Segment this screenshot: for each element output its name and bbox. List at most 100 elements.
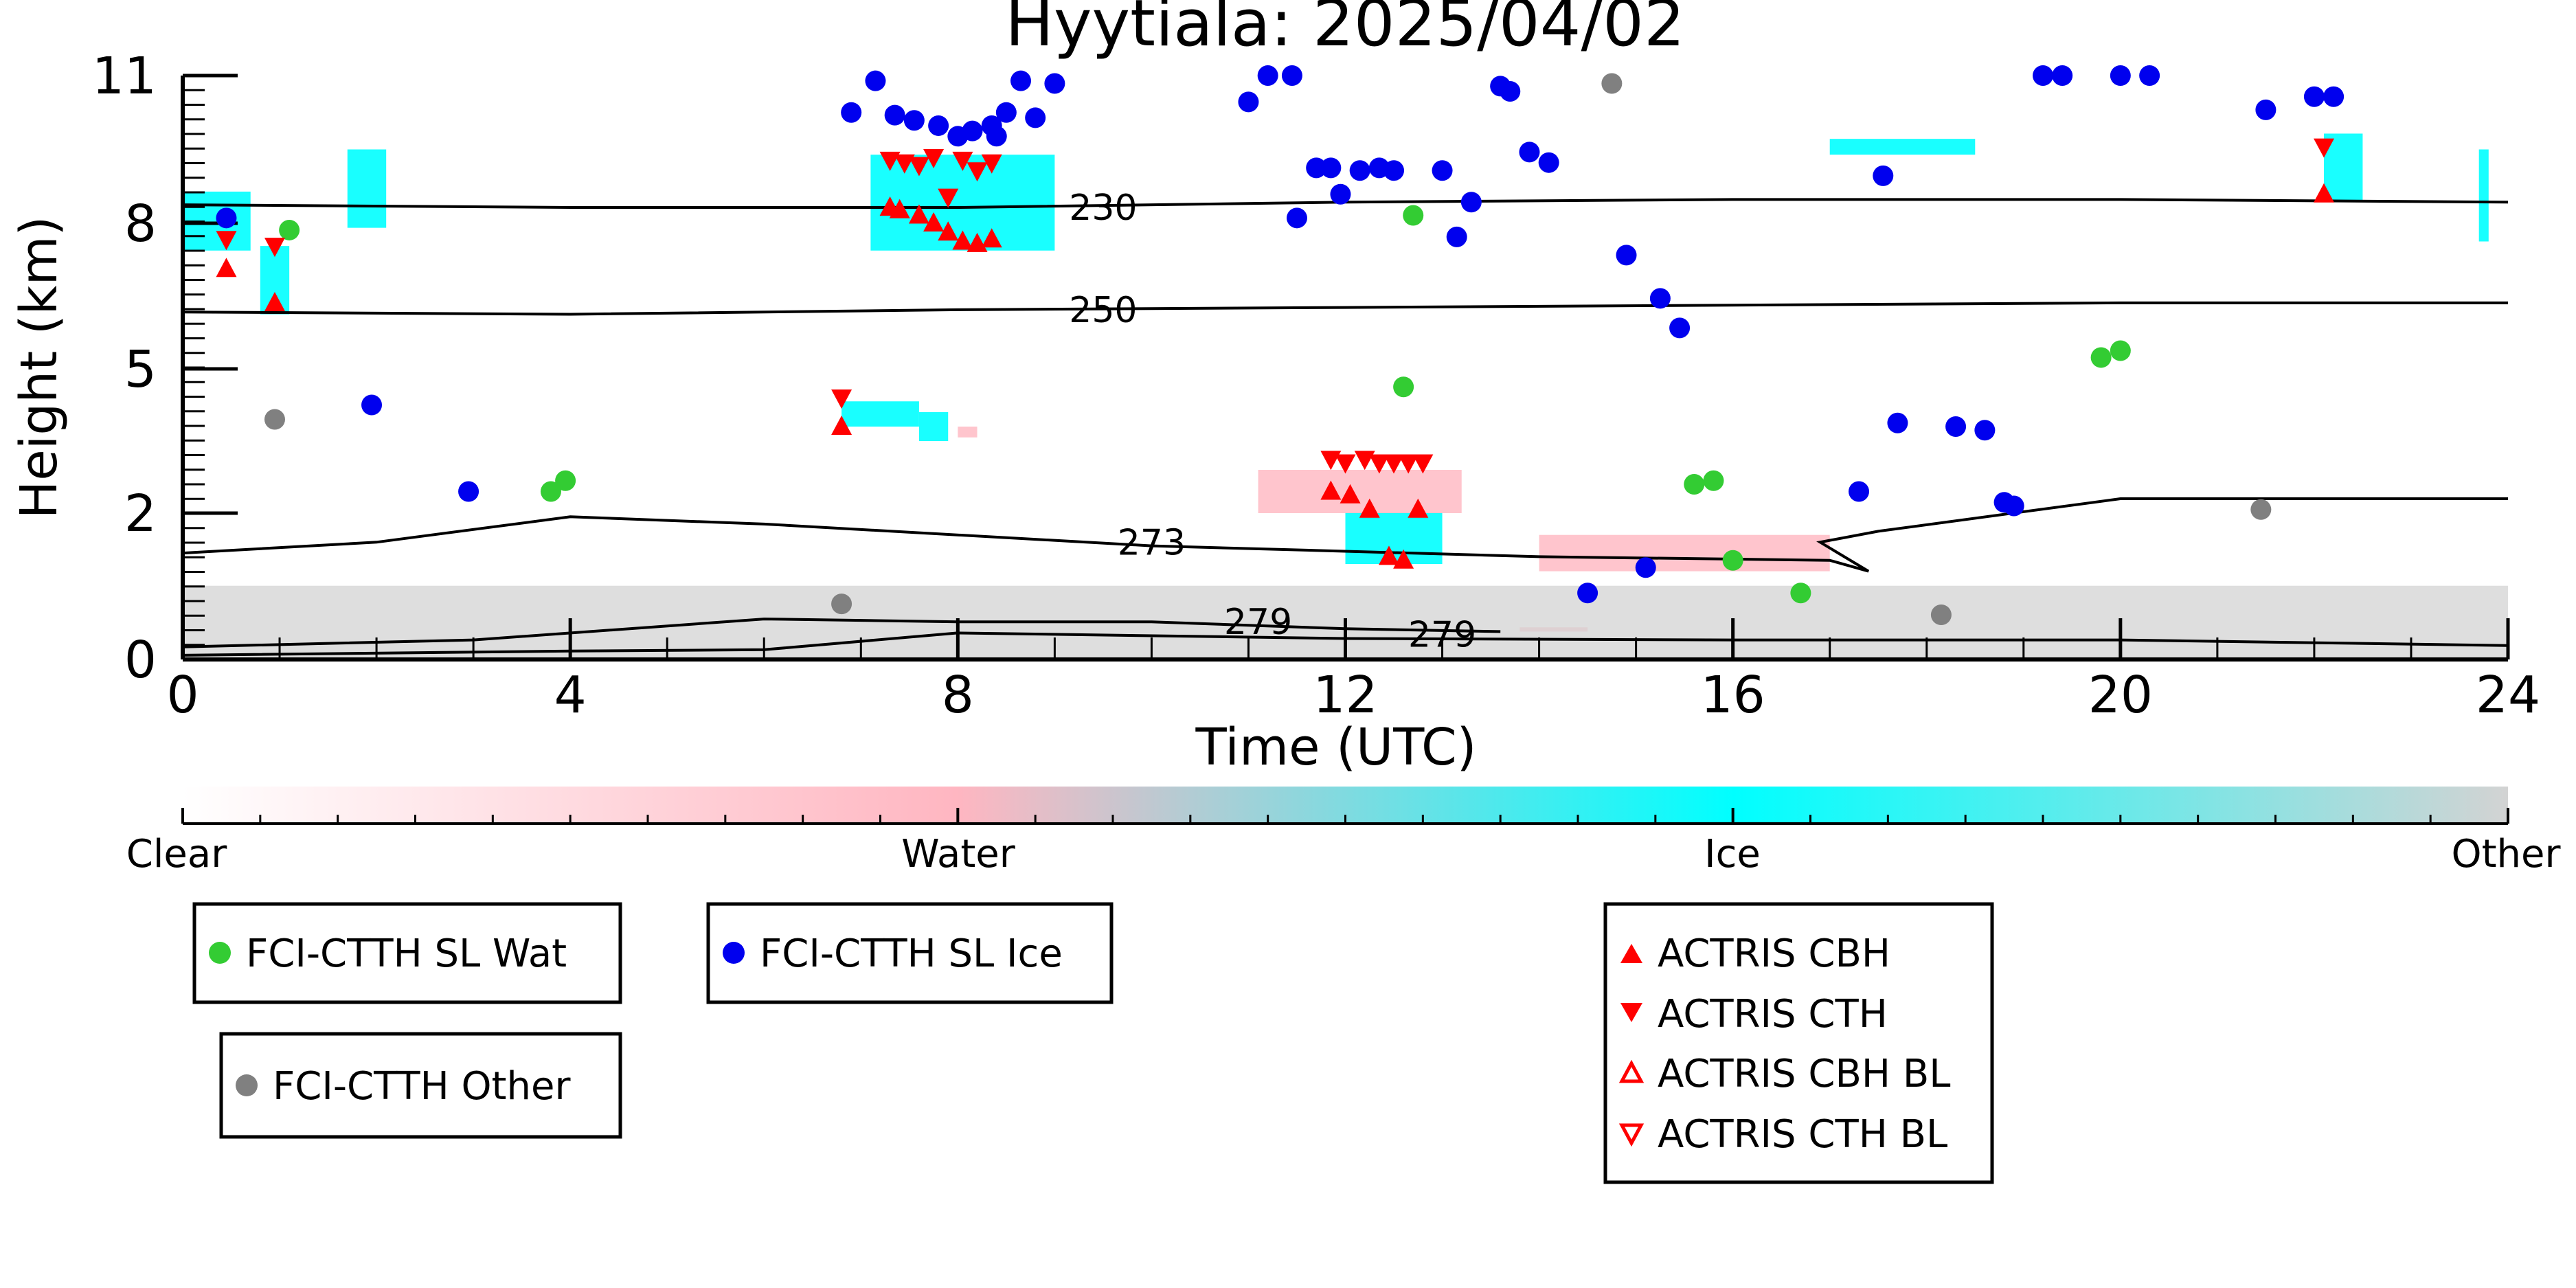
legend-marker-ice (723, 942, 745, 964)
contour-label-230: 230 (1069, 188, 1137, 229)
point-actris-cbh (908, 204, 929, 224)
legend-ice: FCI-CTTH SL Ice (706, 902, 1114, 1004)
point-fci-ctth-sl-ice (1320, 157, 1342, 179)
point-actris-cth (264, 238, 285, 258)
legend-marker-cbh-bl (1618, 1059, 1645, 1083)
point-fci-ctth-sl-ice (1025, 107, 1046, 128)
point-fci-ctth-sl-ice (1306, 157, 1327, 179)
point-actris-cbh (1340, 484, 1361, 504)
cloud-region-water (1258, 470, 1462, 513)
x-tick-label: 16 (1701, 666, 1765, 725)
legend-marker-wat (209, 942, 231, 964)
chart-title: Hyytiala: 2025/04/02 (1005, 0, 1685, 61)
point-fci-ctth-sl-wat (540, 481, 561, 502)
point-fci-ctth-sl-ice (1669, 317, 1691, 339)
point-fci-ctth-sl-ice (458, 481, 479, 502)
cloud-region-water (958, 427, 978, 438)
legend-other: FCI-CTTH Other (219, 1032, 622, 1139)
legend-label-other: FCI-CTTH Other (273, 1064, 571, 1109)
point-actris-cbh (1359, 498, 1380, 518)
point-fci-ctth-sl-ice (1616, 245, 1637, 266)
colorbar: Clear Water Ice Other (126, 787, 2561, 877)
contour-label-250: 250 (1069, 290, 1137, 331)
point-fci-ctth-sl-ice (1281, 65, 1302, 86)
point-fci-ctth-sl-wat (1393, 376, 1414, 398)
point-fci-ctth-sl-ice (928, 115, 949, 136)
point-fci-ctth-sl-wat (555, 470, 576, 491)
point-actris-cth (216, 231, 237, 251)
point-fci-ctth-sl-ice (2139, 65, 2160, 86)
point-fci-ctth-sl-ice (1519, 142, 1540, 163)
point-actris-cth (1398, 454, 1419, 474)
point-actris-cth (1412, 454, 1434, 474)
point-fci-ctth-sl-ice (1383, 160, 1405, 181)
point-fci-ctth-sl-ice (1873, 165, 1894, 186)
contour-line-279 (182, 631, 2509, 657)
y-tick-label: 5 (124, 340, 157, 399)
point-actris-cbh (889, 199, 910, 218)
legend-label-wat: FCI-CTTH SL Wat (246, 931, 567, 976)
point-actris-cbh (1393, 549, 1414, 569)
y-tick-label: 0 (124, 631, 157, 690)
point-actris-cbh (923, 212, 945, 231)
colorbar-label-clear: Clear (126, 832, 227, 877)
point-fci-ctth-sl-ice (1887, 412, 1908, 433)
point-fci-ctth-sl-ice (361, 394, 383, 416)
legend-marker-cbh (1620, 944, 1642, 963)
point-fci-ctth-other (831, 594, 852, 615)
legend-label-cbh: ACTRIS CBH (1658, 931, 1890, 976)
point-fci-ctth-sl-ice (1635, 557, 1656, 578)
point-actris-cth (1383, 454, 1405, 474)
point-actris-cth (894, 154, 915, 174)
point-fci-ctth-sl-wat (279, 219, 300, 240)
legend-label-ice: FCI-CTTH SL Ice (760, 931, 1063, 976)
contour-line-250 (182, 301, 2508, 316)
cloud-region-ice (2478, 149, 2489, 242)
legend-marker-cth-bl (1618, 1123, 1645, 1147)
point-fci-ctth-sl-ice (884, 104, 905, 126)
point-fci-ctth-sl-ice (1460, 192, 1482, 213)
x-axis-label: Time (UTC) (1195, 718, 1476, 777)
colorbar-label-water: Water (901, 832, 1016, 877)
point-actris-cth (879, 151, 901, 171)
point-fci-ctth-sl-wat (1703, 470, 1724, 491)
legend-label-cbh-bl: ACTRIS CBH BL (1658, 1052, 1950, 1096)
point-fci-ctth-sl-ice (1649, 288, 1671, 309)
axes: 0 4 8 12 16 20 24 0 2 5 8 11 (92, 47, 2540, 725)
cloud-region-ice (1829, 139, 1976, 155)
cloud-region-water (1539, 534, 1830, 572)
cloud-regions (183, 133, 2508, 659)
point-fci-ctth-sl-ice (1500, 81, 1521, 102)
point-actris-cth (831, 389, 852, 409)
point-fci-ctth-sl-ice (841, 102, 862, 123)
point-actris-cth (2314, 138, 2335, 158)
colorbar-ticks (181, 808, 2509, 825)
legend-actris: ACTRIS CBH ACTRIS CTH ACTRIS CBH BL ACTR… (1603, 902, 1994, 1184)
point-actris-cbh (938, 221, 959, 241)
point-fci-ctth-sl-ice (1257, 65, 1278, 86)
x-tick-label: 0 (166, 666, 199, 725)
point-fci-ctth-sl-wat (2090, 347, 2112, 368)
point-fci-ctth-sl-wat (2110, 340, 2131, 361)
point-fci-ctth-sl-ice (903, 110, 925, 131)
point-actris-cbh (264, 291, 285, 311)
point-actris-cbh (216, 258, 237, 278)
x-tick-label: 8 (942, 666, 974, 725)
point-actris-cth (1368, 454, 1390, 474)
point-fci-ctth-sl-ice (1538, 152, 1559, 173)
point-fci-ctth-sl-wat (1790, 583, 1811, 604)
legend-marker-cth (1620, 1003, 1642, 1022)
point-fci-ctth-sl-ice (1432, 160, 1453, 181)
cloud-region-ice (918, 412, 949, 441)
point-fci-ctth-sl-ice (2255, 99, 2276, 120)
point-fci-ctth-sl-ice (2003, 495, 2024, 517)
contour-line-273 (182, 497, 2508, 573)
legend-label-cth-bl: ACTRIS CTH BL (1658, 1112, 1947, 1157)
point-actris-cbh (1408, 498, 1429, 518)
point-fci-ctth-sl-ice (2033, 65, 2053, 86)
point-fci-ctth-other (264, 409, 285, 430)
data-points (216, 65, 2345, 625)
point-fci-ctth-sl-ice (1330, 183, 1351, 205)
